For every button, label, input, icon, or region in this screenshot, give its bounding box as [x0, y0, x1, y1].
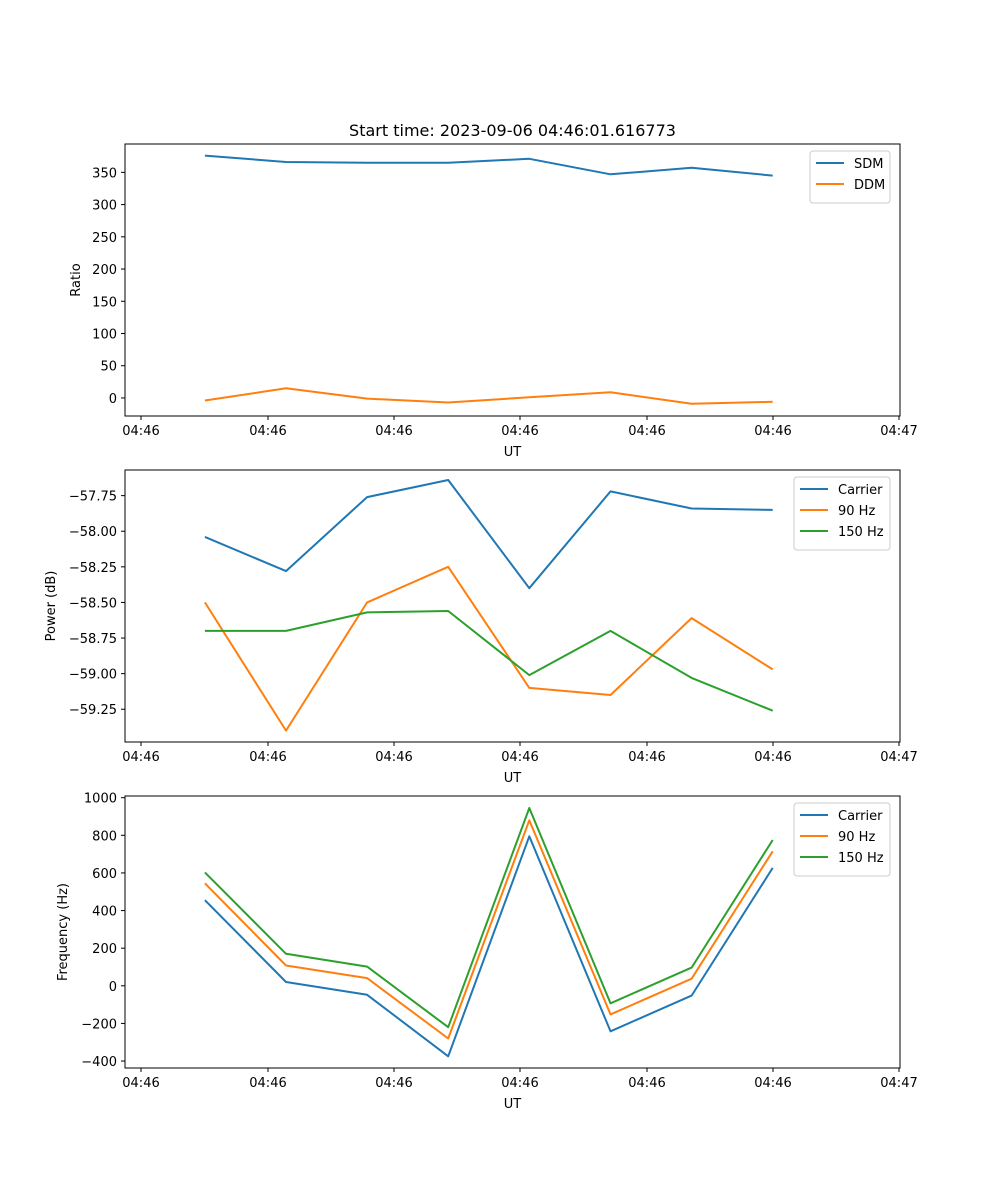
series-line-sdm — [204, 154, 773, 177]
legend-label: Carrier — [838, 483, 883, 498]
y-tick-label: 1000 — [84, 792, 117, 807]
chart-panel-2: 04:46 04:46 04:46 04:46 04:46 04:46 04:47 UT −59… — [44, 469, 918, 786]
y-tick-label: −58.50 — [69, 596, 117, 611]
x-tick-label: 04:46 — [628, 424, 665, 439]
legend-label: 90 Hz — [838, 830, 875, 845]
x-tick-label: 04:46 — [122, 1076, 159, 1091]
legend: SDM DDM — [809, 150, 891, 204]
y-tick-label: 200 — [92, 942, 117, 957]
series-line-150-hz — [204, 807, 774, 1029]
x-tick-label: 04:46 — [628, 750, 665, 765]
x-tick-label: 04:46 — [501, 424, 538, 439]
y-tick-label: 400 — [92, 905, 117, 920]
legend-label: 90 Hz — [838, 504, 875, 519]
series-line-carrier — [204, 835, 774, 1058]
legend-label: DDM — [854, 178, 885, 193]
x-axis-label: UT — [504, 771, 522, 786]
axes-frame — [124, 795, 901, 1069]
y-tick-label: 250 — [92, 231, 117, 246]
y-axis-label: Frequency (Hz) — [56, 883, 71, 981]
y-tick-label: 350 — [92, 166, 117, 181]
x-tick-label: 04:46 — [501, 750, 538, 765]
x-tick-label: 04:46 — [754, 750, 791, 765]
y-tick-label: −59.25 — [69, 703, 117, 718]
legend: Carrier 90 Hz 150 Hz — [793, 476, 891, 551]
x-tick-label: 04:46 — [754, 1076, 791, 1091]
x-tick-label: 04:46 — [501, 1076, 538, 1091]
y-tick-label: −58.75 — [69, 632, 117, 647]
y-tick-label: 300 — [92, 199, 117, 214]
x-tick-label: 04:47 — [880, 1076, 917, 1091]
chart-panel-1: Start time: 2023-09-06 04:46:01.616773 04… — [69, 121, 918, 460]
series-line-ddm — [204, 387, 773, 405]
x-tick-label: 04:46 — [754, 424, 791, 439]
x-tick-label: 04:46 — [375, 424, 412, 439]
y-tick-label: 50 — [100, 360, 117, 375]
legend-label: 150 Hz — [838, 851, 884, 866]
y-tick-label: 0 — [109, 980, 117, 995]
x-tick-label: 04:47 — [880, 750, 917, 765]
series-line-150-hz — [204, 610, 774, 712]
y-axis-label: Power (dB) — [44, 571, 59, 642]
x-tick-label: 04:46 — [249, 1076, 286, 1091]
y-tick-label: −400 — [81, 1055, 117, 1070]
y-tick-label: 100 — [92, 327, 117, 342]
plots-container: Start time: 2023-09-06 04:46:01.61677304… — [44, 121, 918, 1112]
y-axis-label: Ratio — [69, 263, 84, 296]
x-tick-label: 04:46 — [249, 424, 286, 439]
legend-label: Carrier — [838, 809, 883, 824]
chart-title: Start time: 2023-09-06 04:46:01.616773 — [349, 121, 676, 140]
y-tick-label: −200 — [81, 1017, 117, 1032]
x-tick-label: 04:46 — [375, 750, 412, 765]
y-tick-label: −58.25 — [69, 561, 117, 576]
x-tick-label: 04:46 — [249, 750, 286, 765]
x-tick-label: 04:47 — [880, 424, 917, 439]
y-tick-label: 800 — [92, 829, 117, 844]
x-tick-label: 04:46 — [375, 1076, 412, 1091]
y-tick-label: 150 — [92, 295, 117, 310]
y-tick-label: −58.00 — [69, 525, 117, 540]
x-tick-label: 04:46 — [122, 750, 159, 765]
legend-label: SDM — [854, 157, 883, 172]
legend-label: 150 Hz — [838, 525, 884, 540]
series-line-90-hz — [204, 565, 774, 732]
series-line-carrier — [204, 479, 773, 590]
y-tick-label: 600 — [92, 867, 117, 882]
x-tick-label: 04:46 — [628, 1076, 665, 1091]
y-tick-label: −57.75 — [69, 490, 117, 505]
y-tick-label: 200 — [92, 263, 117, 278]
axes-frame — [124, 469, 901, 743]
legend: Carrier 90 Hz 150 Hz — [793, 802, 891, 877]
y-tick-label: 0 — [109, 392, 117, 407]
x-axis-label: UT — [504, 445, 522, 460]
y-tick-label: −59.00 — [69, 668, 117, 683]
chart-panel-3: 04:46 04:46 04:46 04:46 04:46 04:46 04:47 UT −40… — [56, 792, 918, 1112]
x-tick-label: 04:46 — [122, 424, 159, 439]
x-axis-label: UT — [504, 1097, 522, 1112]
series-line-90-hz — [204, 819, 774, 1040]
axes-frame — [124, 143, 901, 417]
